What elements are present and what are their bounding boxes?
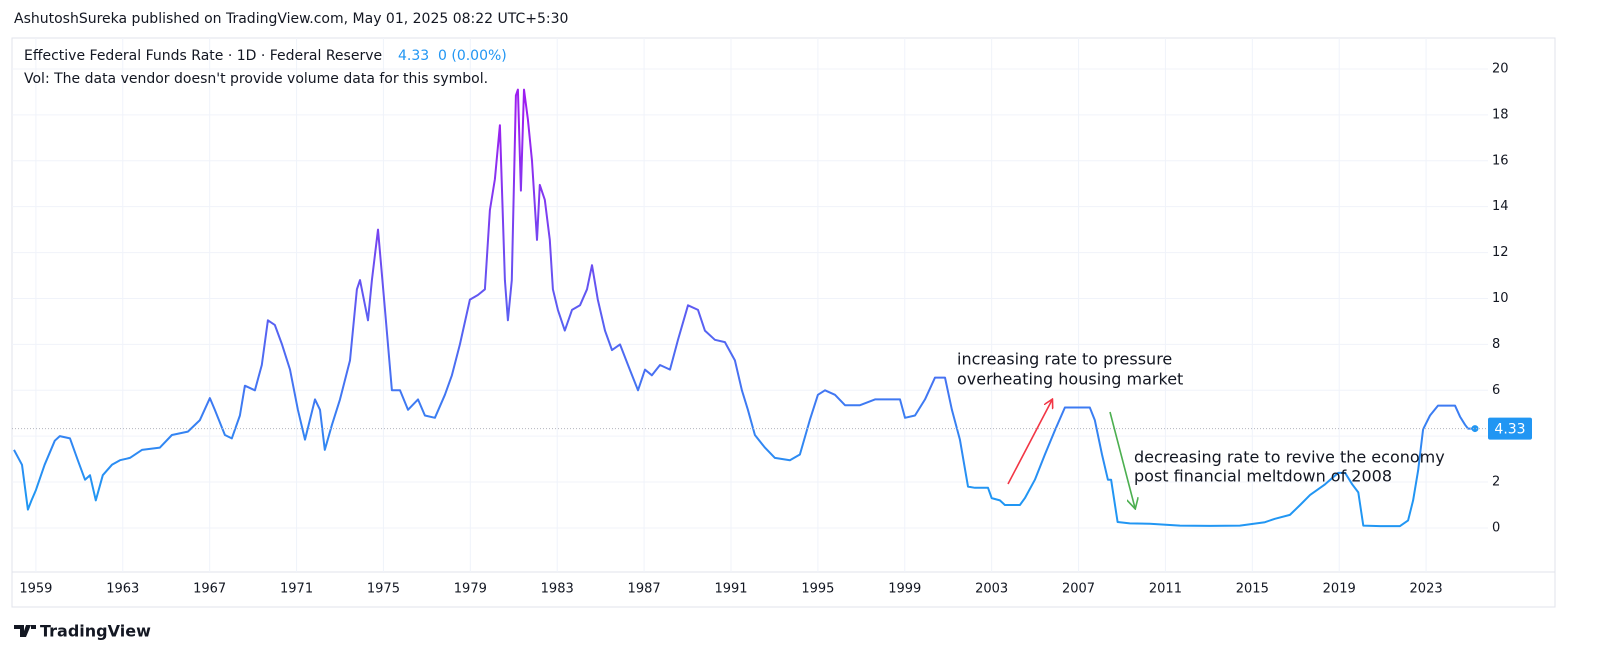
x-tick-label: 1991 — [714, 582, 747, 597]
legend-value: 4.33 — [398, 48, 429, 64]
y-tick-label: 8 — [1492, 337, 1500, 352]
down-arrow — [1109, 411, 1135, 508]
x-tick-label: 2011 — [1149, 582, 1182, 597]
last-point — [1471, 425, 1479, 433]
price-label: 4.33 — [1494, 422, 1525, 438]
x-tick-label: 1987 — [628, 582, 661, 597]
x-tick-label: 1975 — [367, 582, 400, 597]
x-tick-label: 1971 — [280, 582, 313, 597]
annotation: overheating housing market — [957, 370, 1183, 389]
x-tick-label: 2015 — [1236, 582, 1269, 597]
publisher-header: AshutoshSureka published on TradingView.… — [14, 11, 568, 27]
y-tick-label: 0 — [1492, 520, 1500, 535]
plot — [12, 88, 1488, 528]
y-tick-label: 14 — [1492, 199, 1509, 214]
y-tick-label: 12 — [1492, 245, 1509, 260]
y-tick-label: 18 — [1492, 107, 1509, 122]
y-tick-label: 16 — [1492, 153, 1509, 168]
x-tick-label: 2023 — [1410, 582, 1443, 597]
rate-line — [13, 88, 1475, 528]
annotation: increasing rate to pressure — [957, 350, 1172, 369]
legend-title: Effective Federal Funds Rate · 1D · Fede… — [24, 48, 382, 64]
y-tick-label: 6 — [1492, 383, 1500, 398]
price-label-box — [1488, 417, 1532, 440]
tradingview-logo — [14, 625, 36, 637]
x-tick-label: 2003 — [975, 582, 1008, 597]
x-tick-label: 2019 — [1323, 582, 1356, 597]
up-arrow — [1007, 400, 1052, 485]
annotation: post financial meltdown of 2008 — [1134, 467, 1392, 486]
x-tick-label: 1967 — [193, 582, 226, 597]
grid — [12, 38, 1488, 572]
x-tick-label: 1963 — [106, 582, 139, 597]
x-tick-label: 1995 — [801, 582, 834, 597]
annotation: decreasing rate to revive the economy — [1134, 448, 1445, 467]
x-tick-label: 1999 — [888, 582, 921, 597]
volume-note: Vol: The data vendor doesn't provide vol… — [24, 71, 488, 87]
y-tick-label: 20 — [1492, 61, 1509, 76]
x-tick-label: 2007 — [1062, 582, 1095, 597]
x-tick-label: 1983 — [541, 582, 574, 597]
chart-frame — [11, 37, 1556, 608]
legend-change: 0 (0.00%) — [438, 48, 507, 64]
y-tick-label: 2 — [1492, 475, 1500, 490]
y-tick-label: 10 — [1492, 291, 1509, 306]
x-tick-label: 1979 — [454, 582, 487, 597]
footer-brand: TradingView — [40, 622, 151, 641]
x-tick-label: 1959 — [19, 582, 52, 597]
